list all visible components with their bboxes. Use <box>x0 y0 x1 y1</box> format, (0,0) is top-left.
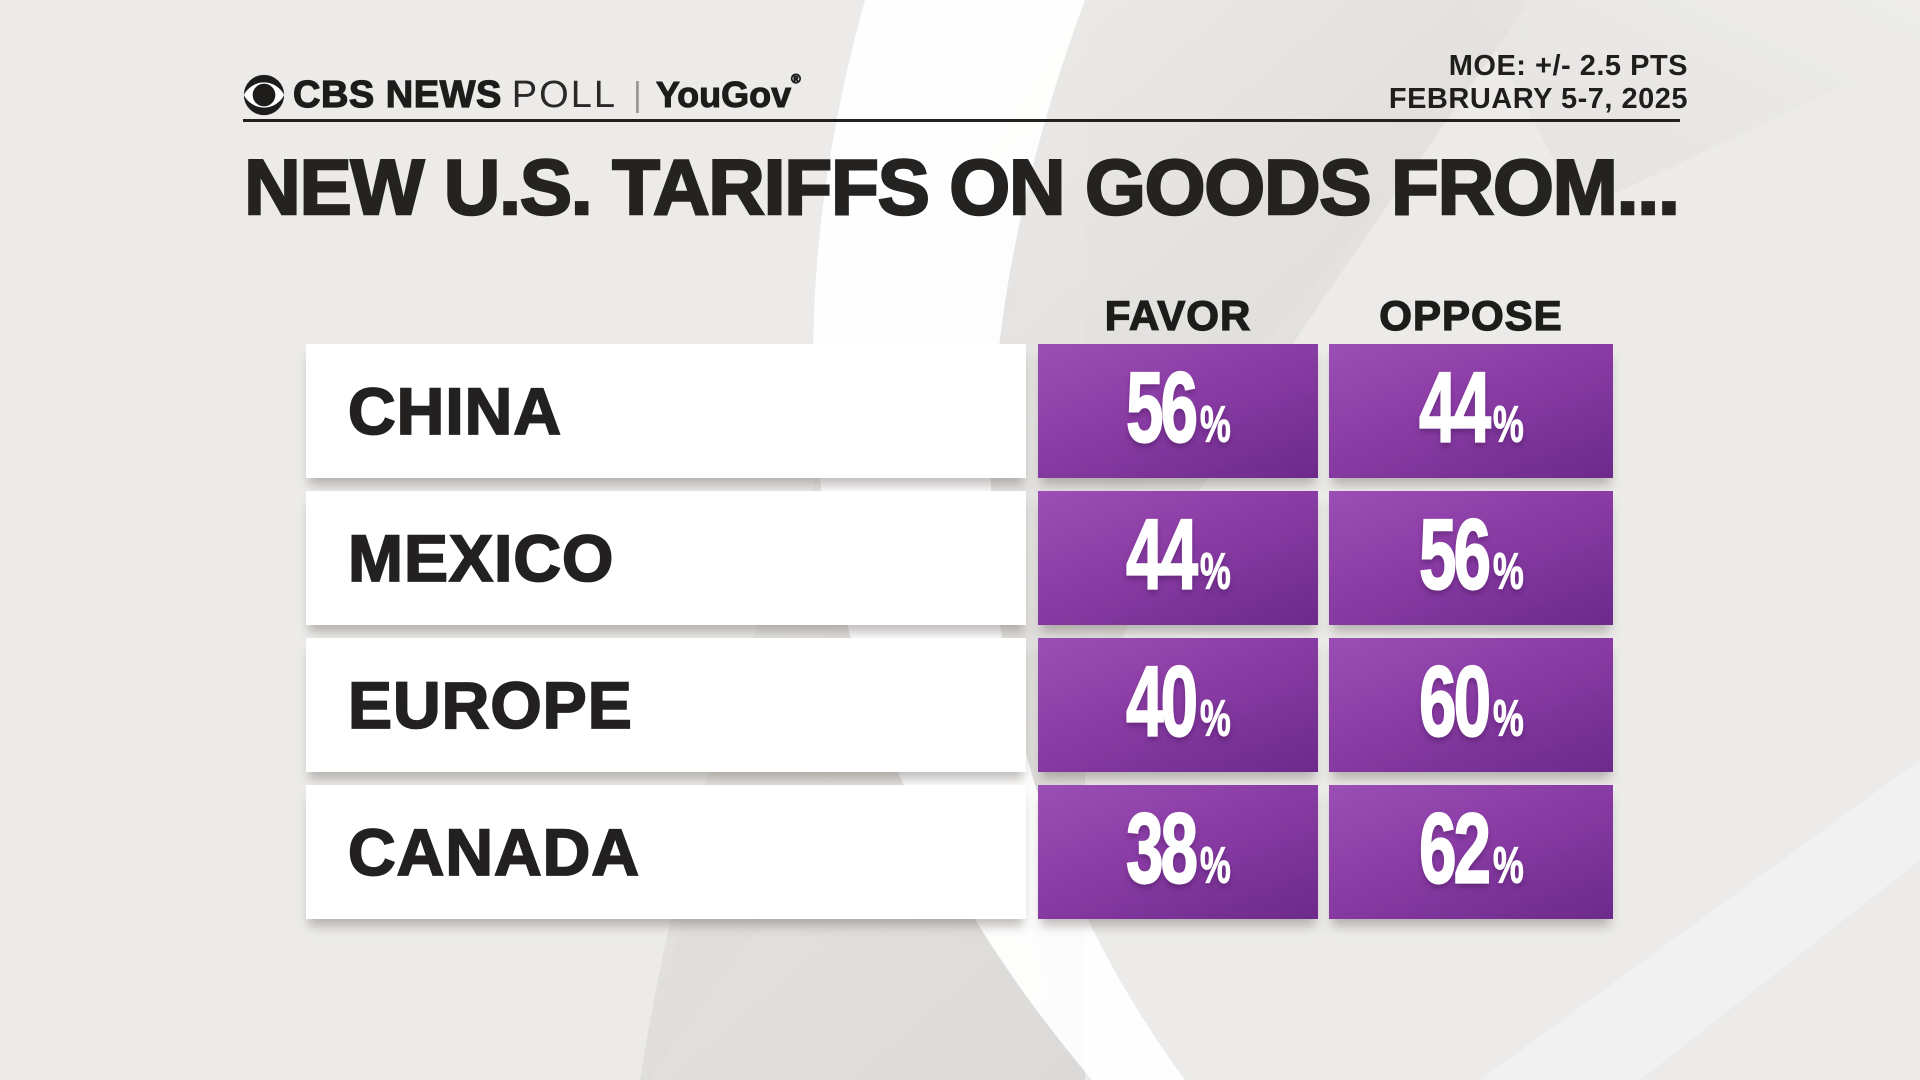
table-row: CANADA 38% 62% <box>306 785 1613 919</box>
percent-unit: % <box>1492 394 1524 454</box>
bottom-right-streak-shape <box>1480 760 1920 1080</box>
oppose-number: 60 <box>1418 645 1491 758</box>
oppose-number: 62 <box>1418 792 1491 905</box>
column-header-oppose: OPPOSE <box>1379 291 1563 339</box>
favor-cell: 40% <box>1038 638 1318 772</box>
favor-number: 40 <box>1125 645 1198 758</box>
table-row: MEXICO 44% 56% <box>306 491 1613 625</box>
oppose-value: 44% <box>1418 351 1524 465</box>
oppose-number: 44 <box>1418 351 1491 464</box>
oppose-cell: 44% <box>1329 344 1613 478</box>
cbs-news-wordmark: CBS NEWS <box>292 73 502 116</box>
table-row: EUROPE 40% 60% <box>306 638 1613 772</box>
top-right-wedge-shape <box>1470 0 1920 210</box>
header-divider-rule <box>243 119 1680 122</box>
country-label: EUROPE <box>306 638 1026 772</box>
oppose-cell: 60% <box>1329 638 1613 772</box>
favor-number: 38 <box>1125 792 1198 905</box>
brand-divider: | <box>632 75 642 114</box>
percent-unit: % <box>1199 541 1231 601</box>
poll-wordmark: POLL <box>511 73 617 116</box>
oppose-number: 56 <box>1418 498 1491 611</box>
oppose-value: 60% <box>1418 645 1524 759</box>
oppose-value: 56% <box>1418 498 1524 612</box>
percent-unit: % <box>1199 835 1231 895</box>
country-label: MEXICO <box>306 491 1026 625</box>
percent-unit: % <box>1199 688 1231 748</box>
column-header-favor: FAVOR <box>1104 291 1252 339</box>
date-text: FEBRUARY 5-7, 2025 <box>1388 83 1688 115</box>
brand-lockup: CBS NEWS POLL | YouGov® <box>243 72 801 118</box>
table-row: CHINA 56% 44% <box>306 344 1613 478</box>
moe-text: MOE: +/- 2.5 PTS <box>1448 50 1688 82</box>
favor-value: 44% <box>1125 498 1231 612</box>
percent-unit: % <box>1492 835 1524 895</box>
registered-mark: ® <box>791 71 802 86</box>
favor-cell: 56% <box>1038 344 1318 478</box>
oppose-cell: 56% <box>1329 491 1613 625</box>
poll-meta: MOE: +/- 2.5 PTS FEBRUARY 5-7, 2025 <box>1389 50 1688 116</box>
favor-cell: 44% <box>1038 491 1318 625</box>
page-title: NEW U.S. TARIFFS ON GOODS FROM... <box>243 142 1681 233</box>
favor-number: 44 <box>1125 498 1198 611</box>
percent-unit: % <box>1492 688 1524 748</box>
white-crescent-shape <box>813 0 1185 1080</box>
favor-number: 56 <box>1125 351 1198 464</box>
country-label: CHINA <box>306 344 1026 478</box>
favor-cell: 38% <box>1038 785 1318 919</box>
yougov-wordmark: YouGov® <box>655 71 802 116</box>
percent-unit: % <box>1492 541 1524 601</box>
oppose-cell: 62% <box>1329 785 1613 919</box>
country-label: CANADA <box>306 785 1026 919</box>
favor-value: 40% <box>1125 645 1231 759</box>
percent-unit: % <box>1199 394 1231 454</box>
favor-value: 38% <box>1125 792 1231 906</box>
cbs-eye-icon <box>243 74 285 116</box>
favor-value: 56% <box>1125 351 1231 465</box>
oppose-value: 62% <box>1418 792 1524 906</box>
